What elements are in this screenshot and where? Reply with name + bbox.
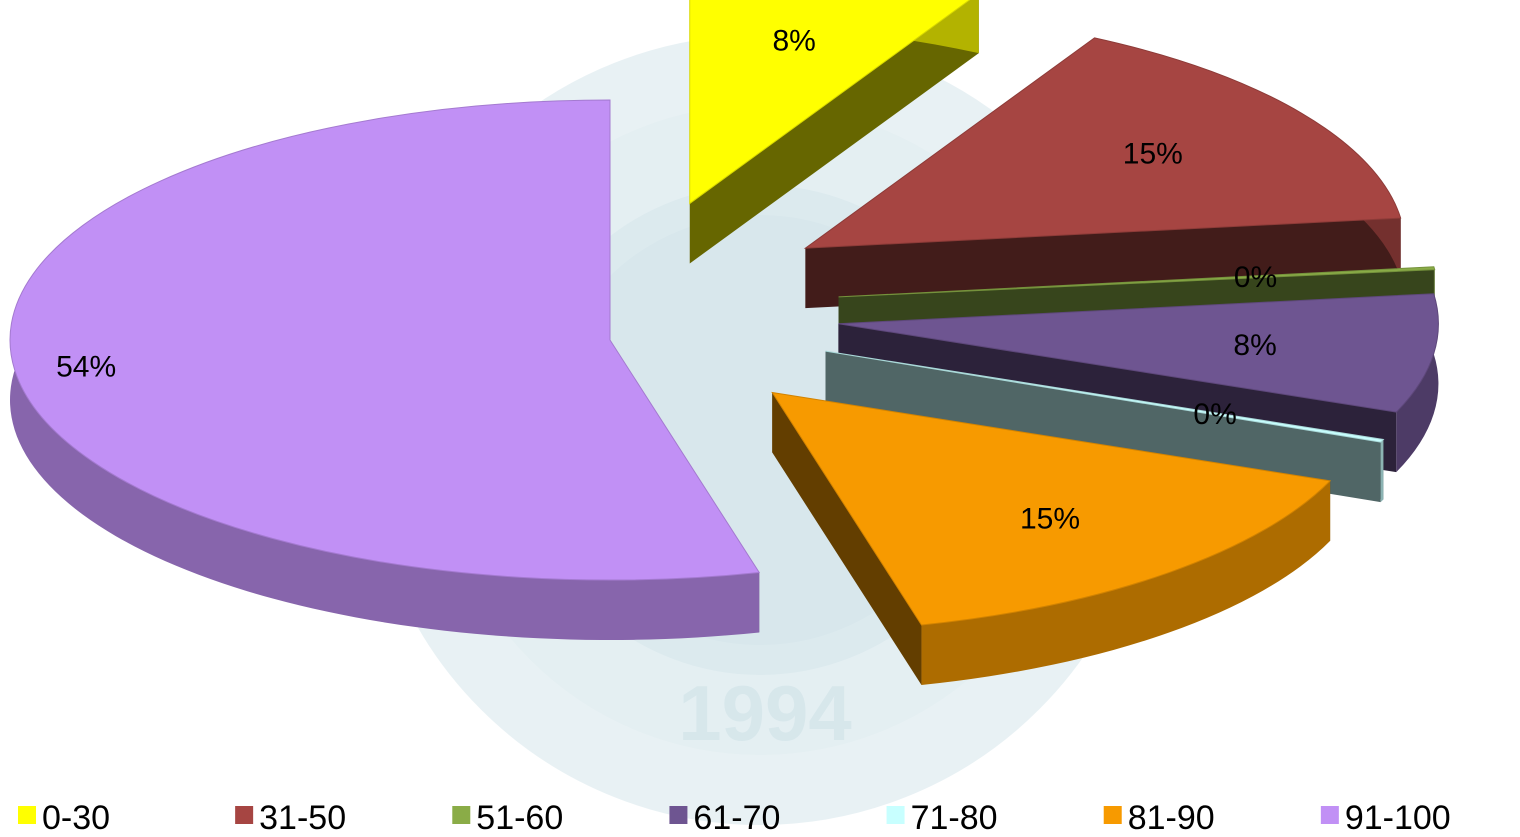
data-label-0-30: 8% [773, 25, 816, 58]
legend-item-0-30: 0-30 [18, 799, 110, 837]
pie-slice-rim-61-70 [1396, 293, 1439, 473]
pie-slice-side-71-80 [825, 351, 1381, 503]
pie-slice-top-71-80 [825, 350, 1385, 443]
legend-swatch [886, 806, 905, 824]
legend-label: 61-70 [693, 799, 780, 837]
pie-slice-side-31-50 [805, 218, 1401, 309]
pie-slice-rim-71-80 [1380, 439, 1384, 503]
pie-slice-71-80 [825, 350, 1385, 503]
pie-slice-top-81-90 [771, 391, 1332, 626]
legend-swatch [235, 806, 254, 824]
legend-swatch [18, 806, 36, 824]
pie-slice-top-61-70 [838, 293, 1439, 413]
chart-legend: 0-30 31-50 51-60 61-70 71-80 81-90 91-100 [18, 799, 1451, 837]
legend-item-71-80: 71-80 [886, 799, 998, 837]
pie-slice-81-90 [771, 391, 1332, 685]
legend-swatch [1320, 806, 1339, 824]
pie-slices [9, 0, 1439, 685]
legend-item-31-50: 31-50 [235, 799, 346, 837]
data-label-31-50: 15% [1123, 138, 1183, 171]
pie-slice-side-0-30 [689, 0, 979, 264]
legend-item-61-70: 61-70 [669, 799, 780, 837]
data-label-71-80: 0% [1193, 398, 1236, 431]
data-label-51-60: 0% [1234, 261, 1277, 294]
legend-label: 51-60 [476, 799, 563, 837]
pie-slice-side-81-90 [772, 392, 922, 685]
legend-label: 0-30 [42, 799, 110, 837]
legend-label: 71-80 [911, 799, 998, 837]
legend-item-51-60: 51-60 [452, 799, 563, 837]
pie-slice-top-91-100 [9, 99, 761, 581]
legend-label: 91-100 [1345, 799, 1451, 837]
pie-slice-91-100 [9, 99, 761, 640]
watermark-year: 1994 [678, 669, 852, 757]
pie-slice-rim-81-90 [921, 480, 1331, 685]
legend-swatch [452, 806, 471, 824]
pie-slice-0-30 [689, 0, 979, 264]
legend-label: 31-50 [259, 799, 346, 837]
pie-slice-top-31-50 [803, 37, 1402, 249]
legend-swatch [669, 806, 688, 824]
data-label-81-90: 15% [1020, 503, 1080, 536]
legend-label: 81-90 [1128, 799, 1215, 837]
data-label-91-100: 54% [56, 350, 116, 383]
pie-slice-31-50 [803, 37, 1402, 309]
pie-slice-rim-91-100 [9, 100, 760, 640]
data-label-61-70: 8% [1233, 329, 1276, 362]
legend-swatch [1103, 806, 1122, 824]
legend-item-91-100: 91-100 [1320, 799, 1451, 837]
pie-slice-top-0-30 [689, 0, 971, 205]
pie-data-labels: 8% 15% 0% 8% 54% 0% 15% [56, 25, 1277, 536]
legend-item-81-90: 81-90 [1103, 799, 1215, 837]
pie-slice-top-51-60 [838, 266, 1436, 298]
